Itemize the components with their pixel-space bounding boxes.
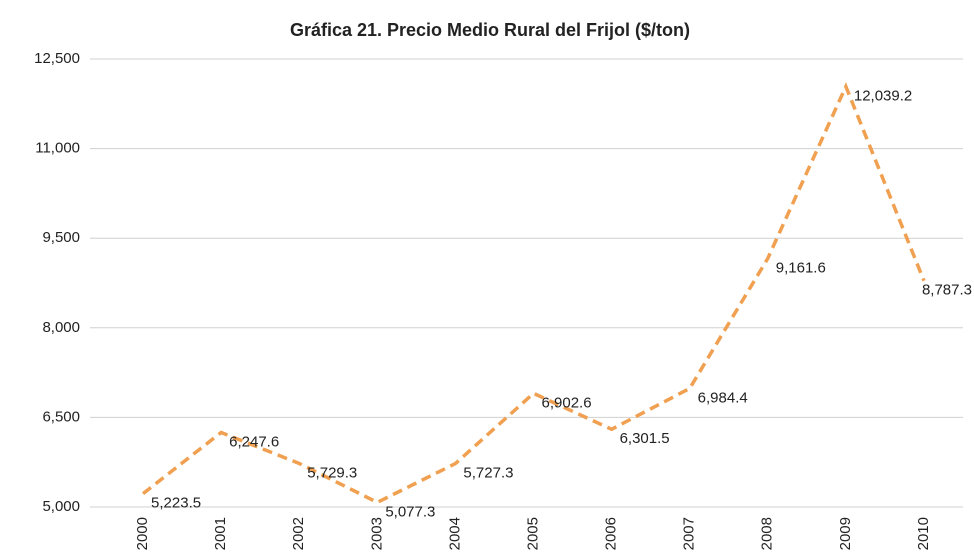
- data-label: 6,301.5: [620, 430, 670, 447]
- x-tick-label: 2001: [212, 517, 229, 550]
- x-tick-label: 2009: [837, 517, 854, 550]
- x-tick-label: 2007: [681, 517, 698, 550]
- y-tick-label: 6,500: [42, 408, 80, 425]
- data-label: 6,902.6: [542, 394, 592, 411]
- line: [141, 82, 926, 505]
- y-tick-label: 11,000: [35, 140, 80, 157]
- data-label: 8,787.3: [922, 282, 972, 299]
- data-label: 5,077.3: [385, 503, 435, 520]
- y-tick-label: 12,500: [34, 50, 80, 67]
- x-tick-label: 2004: [446, 517, 463, 550]
- x-tick-label: 2006: [603, 517, 620, 550]
- y-tick-label: 5,000: [42, 498, 80, 515]
- data-label: 5,729.3: [307, 464, 357, 481]
- x-tick-label: 2003: [368, 517, 385, 550]
- x-tick-label: 2008: [759, 517, 776, 550]
- y-tick-label: 9,500: [42, 229, 80, 246]
- data-label: 9,161.6: [776, 259, 826, 276]
- chart-title: Gráfica 21. Precio Medio Rural del Frijo…: [290, 20, 690, 40]
- data-label: 12,039.2: [854, 87, 912, 104]
- x-tick-label: 2002: [290, 517, 307, 550]
- data-label: 6,247.6: [229, 433, 279, 450]
- data-label: 5,223.5: [151, 495, 201, 512]
- x-tick-label: 2005: [524, 517, 541, 550]
- x-tick-label: 2010: [915, 517, 932, 550]
- data-label: 6,984.4: [698, 389, 748, 406]
- x-tick-label: 2000: [134, 517, 151, 550]
- y-tick-label: 8,000: [42, 319, 80, 336]
- data-label: 5,727.3: [463, 465, 513, 482]
